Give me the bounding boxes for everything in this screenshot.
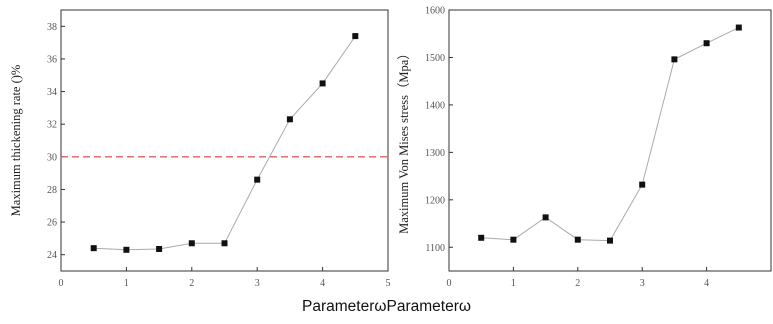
plot-frame bbox=[449, 10, 771, 271]
x-tick-label: 1 bbox=[124, 278, 129, 289]
x-tick-label: 3 bbox=[255, 278, 260, 289]
data-point bbox=[320, 80, 326, 86]
data-point bbox=[575, 237, 581, 243]
data-point bbox=[189, 240, 195, 246]
data-point bbox=[478, 235, 484, 241]
x-tick-label: 4 bbox=[704, 278, 709, 289]
x-tick-label: 1 bbox=[511, 278, 516, 289]
y-tick-label: 24 bbox=[47, 250, 57, 261]
x-tick-label: 2 bbox=[575, 278, 580, 289]
y-tick-label: 26 bbox=[47, 218, 57, 229]
plot-frame bbox=[61, 10, 388, 271]
data-point bbox=[639, 182, 645, 188]
y-tick-label: 1100 bbox=[425, 243, 445, 254]
series-line bbox=[481, 28, 739, 241]
y-tick-label: 38 bbox=[47, 22, 57, 33]
data-point bbox=[123, 247, 129, 253]
data-point bbox=[736, 25, 742, 31]
y-axis-label: Maximum Von Mises stress（Mpa） bbox=[397, 47, 411, 234]
y-tick-label: 1500 bbox=[425, 53, 445, 64]
y-tick-label: 28 bbox=[47, 185, 57, 196]
y-tick-label: 32 bbox=[47, 120, 57, 131]
data-point bbox=[222, 240, 228, 246]
von-mises-stress-chart: 0 1 2 3 4 1100 1200 1300 1400 1500 1600 Maximum Von… bbox=[397, 6, 771, 290]
y-axis-label: Maximum thickening rate ()% bbox=[9, 65, 23, 217]
y-tick-label: 1600 bbox=[425, 6, 445, 17]
x-tick-label: 5 bbox=[386, 278, 391, 289]
y-tick-label: 36 bbox=[47, 54, 57, 65]
data-point bbox=[254, 177, 260, 183]
x-tick-label: 4 bbox=[320, 278, 325, 289]
y-tick-label: 1300 bbox=[425, 148, 445, 159]
y-tick-label: 1400 bbox=[425, 100, 445, 111]
data-point bbox=[543, 214, 549, 220]
y-tick-label: 30 bbox=[47, 152, 57, 163]
x-tick-label: 0 bbox=[447, 278, 452, 289]
y-tick-label: 34 bbox=[47, 87, 57, 98]
x-tick-label: 0 bbox=[59, 278, 64, 289]
data-point bbox=[607, 238, 613, 244]
data-point bbox=[352, 33, 358, 39]
y-tick-label: 1200 bbox=[425, 195, 445, 206]
data-point bbox=[287, 116, 293, 122]
x-tick-label: 3 bbox=[640, 278, 645, 289]
data-point bbox=[704, 40, 710, 46]
series-line bbox=[94, 36, 356, 250]
data-point bbox=[671, 56, 677, 62]
x-tick-label: 2 bbox=[189, 278, 194, 289]
data-point bbox=[156, 246, 162, 252]
figure-caption: ParameterωParameterω bbox=[0, 298, 773, 316]
data-point bbox=[91, 245, 97, 251]
data-point bbox=[510, 237, 516, 243]
